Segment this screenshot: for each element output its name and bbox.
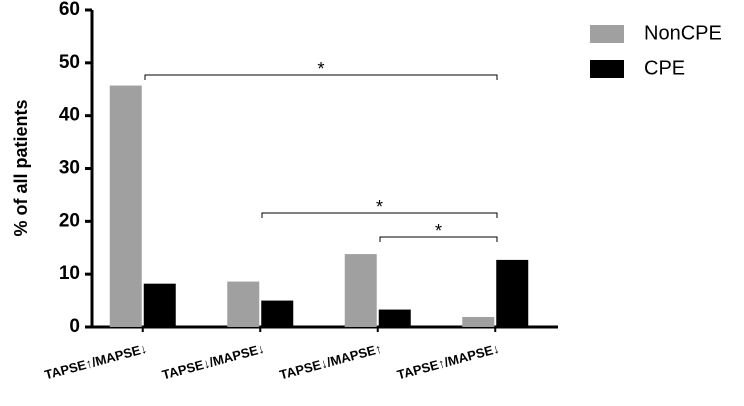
y-tick-label: 60 xyxy=(59,0,80,20)
x-tick-label: TAPSE↑/MAPSE↓ xyxy=(43,341,149,383)
legend-label: NonCPE xyxy=(644,22,722,44)
bar xyxy=(496,259,529,327)
y-tick-label: 30 xyxy=(59,158,80,179)
bar xyxy=(227,281,260,327)
x-tick-label: TAPSE↑/MAPSE↓ xyxy=(395,341,501,383)
legend-label: CPE xyxy=(644,57,685,79)
significance-bracket xyxy=(379,236,498,242)
y-tick-label: 0 xyxy=(69,316,80,337)
y-tick-label: 20 xyxy=(59,210,80,231)
bar xyxy=(378,309,411,327)
legend-swatch xyxy=(590,60,624,78)
bar xyxy=(344,254,377,327)
y-axis-label: % of all patients xyxy=(11,99,31,236)
significance-star: * xyxy=(435,221,442,241)
significance-star: * xyxy=(376,197,383,217)
significance-star: * xyxy=(317,59,324,79)
significance-bracket xyxy=(144,74,498,80)
bar xyxy=(261,300,294,327)
y-tick-label: 10 xyxy=(59,263,80,284)
x-tick-label: TAPSE↓/MAPSE↑ xyxy=(278,341,384,383)
y-tick-label: 50 xyxy=(59,52,80,73)
significance-bracket xyxy=(261,212,498,218)
legend-swatch xyxy=(590,25,624,43)
x-tick-label: TAPSE↓/MAPSE↓ xyxy=(160,341,266,383)
bar xyxy=(109,85,142,327)
y-tick-label: 40 xyxy=(59,105,80,126)
bar xyxy=(462,316,495,327)
bar xyxy=(143,283,176,327)
